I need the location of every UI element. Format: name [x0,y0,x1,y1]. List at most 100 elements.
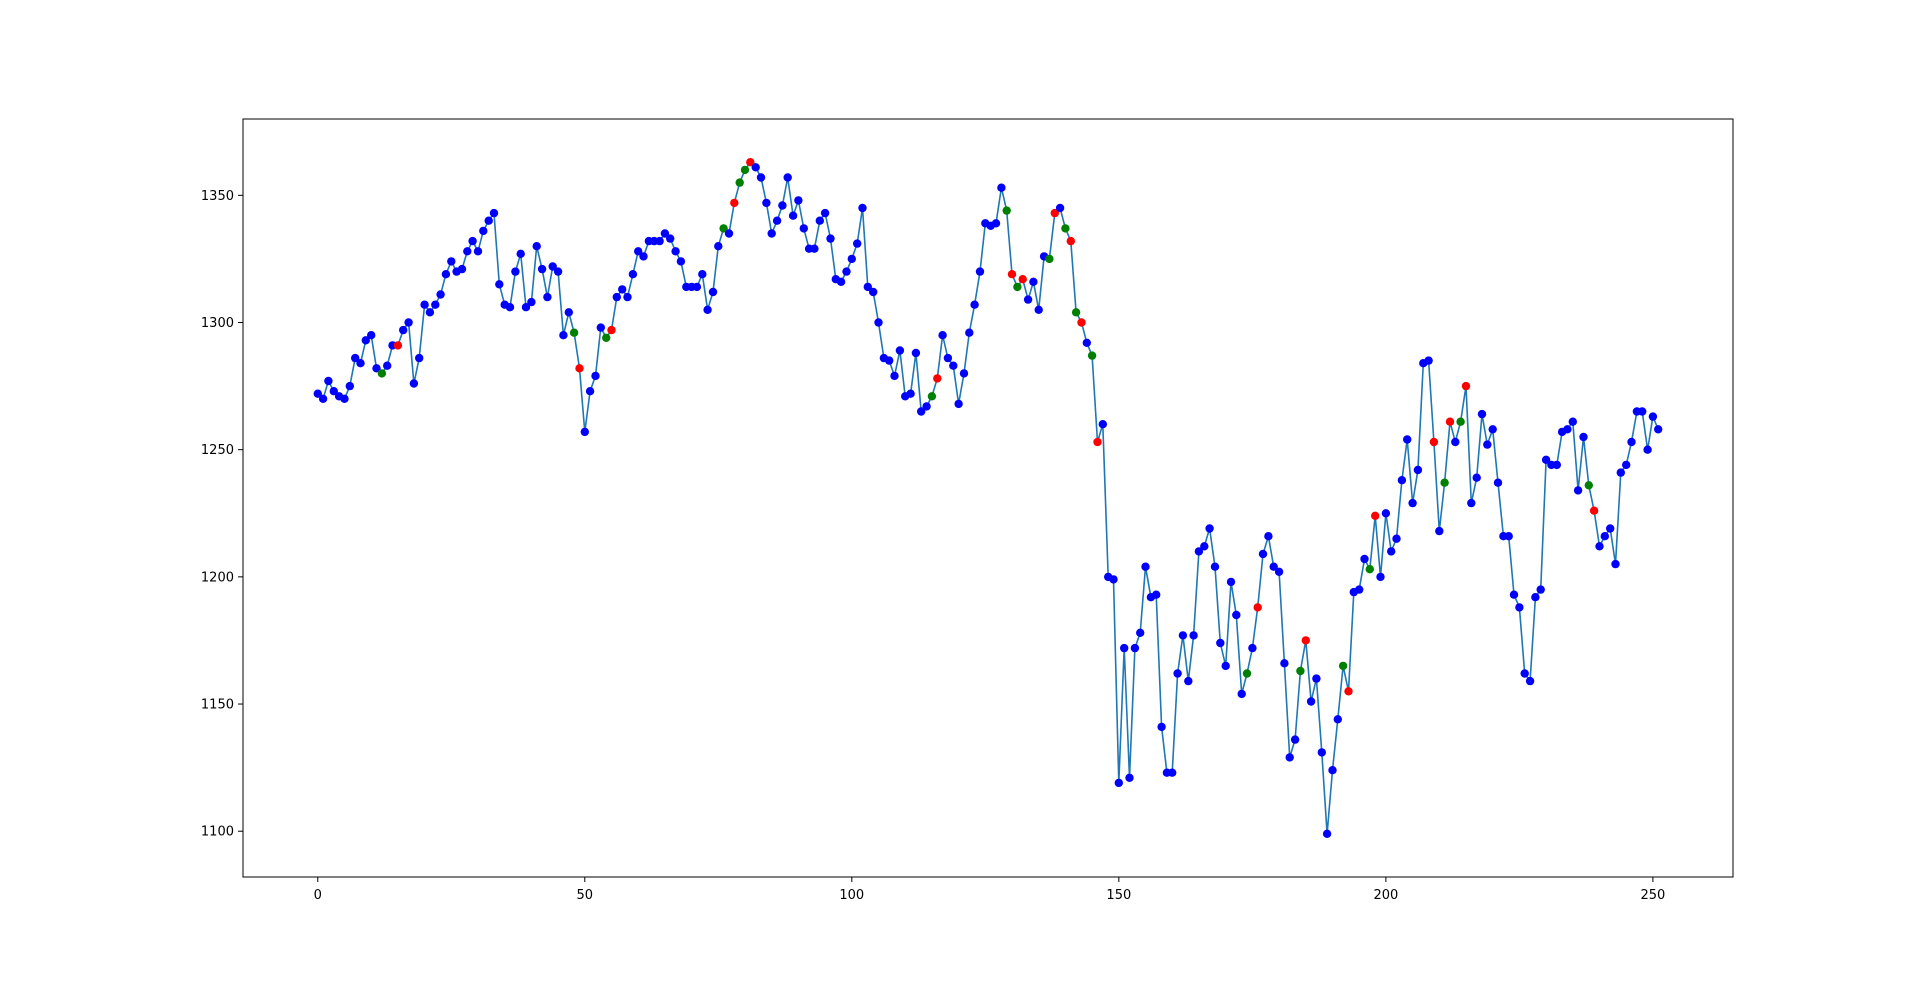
data-point [772,216,782,225]
data-point [505,303,515,312]
data-point [1216,638,1225,648]
data-point [618,285,627,294]
data-point [1205,524,1214,533]
data-point [740,165,750,175]
data-point [1312,674,1321,683]
data-point [714,242,723,251]
data-point [1440,478,1449,487]
data-point [1595,542,1604,551]
data-point [436,290,445,299]
data-point [660,229,670,238]
data-point [676,257,686,266]
data-point [1467,498,1476,508]
data-point [1152,590,1161,599]
data-point [991,219,1001,228]
data-point [1531,593,1540,602]
data-point [457,264,467,274]
data-point [564,308,573,317]
data-point [1387,547,1396,556]
data-point [1451,437,1460,447]
data-point [1114,778,1124,788]
data-point [970,300,979,309]
data-point [1013,282,1022,292]
x-tick-label: 150 [1106,888,1131,903]
data-point [746,158,755,167]
data-point [527,297,536,307]
x-tick-label: 50 [577,888,594,903]
data-point [965,328,974,337]
data-point [1477,409,1487,419]
data-point [1568,417,1578,426]
data-point [1109,575,1118,584]
data-point [356,359,365,368]
data-point [735,178,744,187]
y-tick-label: 1350 [201,189,234,204]
data-point [1194,547,1204,556]
data-point [1360,554,1369,564]
data-point [1403,435,1412,444]
data-point [543,292,552,302]
data-point [810,244,819,253]
data-point [1023,295,1033,304]
y-tick-label: 1150 [201,698,234,713]
data-point [361,336,370,345]
data-point [943,353,953,363]
data-point [1029,277,1038,286]
y-tick-label: 1300 [201,316,234,331]
data-point [1461,381,1471,391]
data-point [1429,437,1439,447]
data-point [1242,669,1252,678]
data-point [372,364,381,373]
data-point [420,300,429,309]
data-point [1087,351,1097,360]
data-point [1344,687,1353,696]
data-point [377,369,387,378]
data-point [495,280,504,289]
data-point [409,379,419,388]
data-point [1472,473,1481,482]
data-point [628,270,638,279]
data-point [1333,715,1343,724]
data-point [318,394,328,403]
data-point [1488,425,1497,434]
data-point [1504,532,1513,541]
data-point [1253,603,1262,612]
data-point [874,318,883,327]
data-point [698,270,707,279]
data-point [1317,748,1327,757]
data-point [553,267,563,276]
data-point [591,371,600,381]
data-point [997,183,1006,192]
data-point [1082,338,1092,347]
data-point [489,208,499,218]
data-point [351,353,360,363]
data-point [1002,206,1011,215]
data-point [890,371,899,381]
data-point [1371,511,1380,520]
data-point [1445,417,1455,426]
data-point [842,267,851,276]
data-point [548,262,557,271]
data-point [1248,643,1257,653]
data-point [869,287,878,297]
data-point [1050,208,1060,218]
data-point [751,163,760,172]
x-tick-label: 0 [314,888,322,903]
data-point [906,389,915,398]
data-point [1018,275,1027,284]
data-point [1606,524,1615,533]
data-point [607,325,616,335]
data-point [1184,676,1193,686]
data-point [1622,460,1631,470]
data-point [1232,610,1241,620]
data-point [431,300,440,309]
data-point [532,242,541,251]
data-point [1210,562,1220,571]
data-point [1525,676,1535,686]
data-point [399,325,408,335]
data-point [1178,631,1188,640]
data-point [404,318,413,327]
data-point [1066,236,1076,246]
data-point [778,201,787,210]
data-point [1483,440,1492,449]
